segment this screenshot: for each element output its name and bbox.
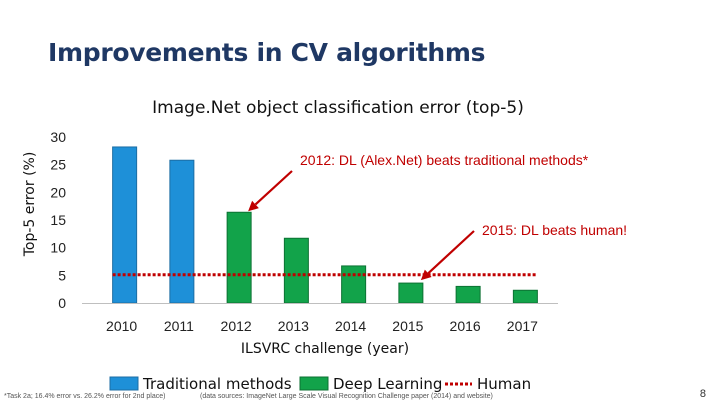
chart-title: Image.Net object classification error (t…: [152, 98, 524, 118]
bar-2013: [283, 237, 309, 304]
legend-label-traditional: Traditional methods: [142, 375, 292, 393]
footnote: *Task 2a; 16.4% error vs. 26.2% error fo…: [4, 393, 166, 400]
y-tick-label: 0: [58, 295, 66, 311]
legend-swatch-traditional: [109, 376, 139, 391]
x-tick-label: 2013: [278, 318, 309, 334]
y-tick-label: 25: [50, 157, 66, 173]
y-tick-label: 10: [50, 240, 66, 256]
annotation-2015: 2015: DL beats human!: [482, 222, 627, 238]
y-tick-label: 5: [58, 267, 66, 283]
legend-label-deep: Deep Learning: [333, 375, 442, 393]
slide-title: Improvements in CV algorithms: [48, 38, 486, 67]
bar-2017: [512, 289, 538, 304]
y-tick-labels: 0 5 10 15 20 25 30: [50, 129, 66, 311]
legend: Traditional methods Deep Learning Human: [109, 375, 531, 393]
annotation-2015-arrowhead: [420, 269, 432, 281]
annotations: 2012: DL (Alex.Net) beats traditional me…: [248, 152, 627, 281]
annotation-2012-arrow: [254, 170, 293, 206]
annotation-2012-arrowhead: [248, 200, 259, 212]
y-tick-label: 30: [50, 129, 66, 145]
y-tick-label: 15: [50, 212, 66, 228]
annotation-2015-arrow: [427, 230, 475, 275]
legend-label-human: Human: [477, 375, 531, 393]
x-axis-label: ILSVRC challenge (year): [241, 341, 409, 357]
x-tick-label: 2014: [335, 318, 366, 334]
bars: [112, 146, 538, 304]
bar-2010: [112, 146, 138, 304]
bar-2012: [226, 211, 252, 304]
x-tick-label: 2012: [221, 318, 252, 334]
page-number: 8: [699, 388, 706, 400]
data-sources: (data sources: ImageNet Large Scale Visu…: [200, 393, 493, 400]
y-tick-label: 20: [50, 184, 66, 200]
x-tick-labels: 2010 2011 2012 2013 2014 2015 2016 2017: [106, 318, 538, 334]
x-tick-label: 2016: [450, 318, 481, 334]
bar-2015: [398, 282, 424, 304]
x-tick-label: 2015: [392, 318, 423, 334]
annotation-2012: 2012: DL (Alex.Net) beats traditional me…: [300, 152, 589, 168]
x-tick-label: 2011: [164, 318, 194, 334]
bar-2014: [341, 265, 367, 304]
bar-2011: [169, 159, 195, 304]
legend-swatch-deep: [299, 376, 329, 391]
bar-2016: [455, 285, 481, 304]
x-tick-label: 2010: [106, 318, 137, 334]
x-tick-label: 2017: [507, 318, 538, 334]
y-axis-label: Top-5 error (%): [22, 152, 38, 258]
